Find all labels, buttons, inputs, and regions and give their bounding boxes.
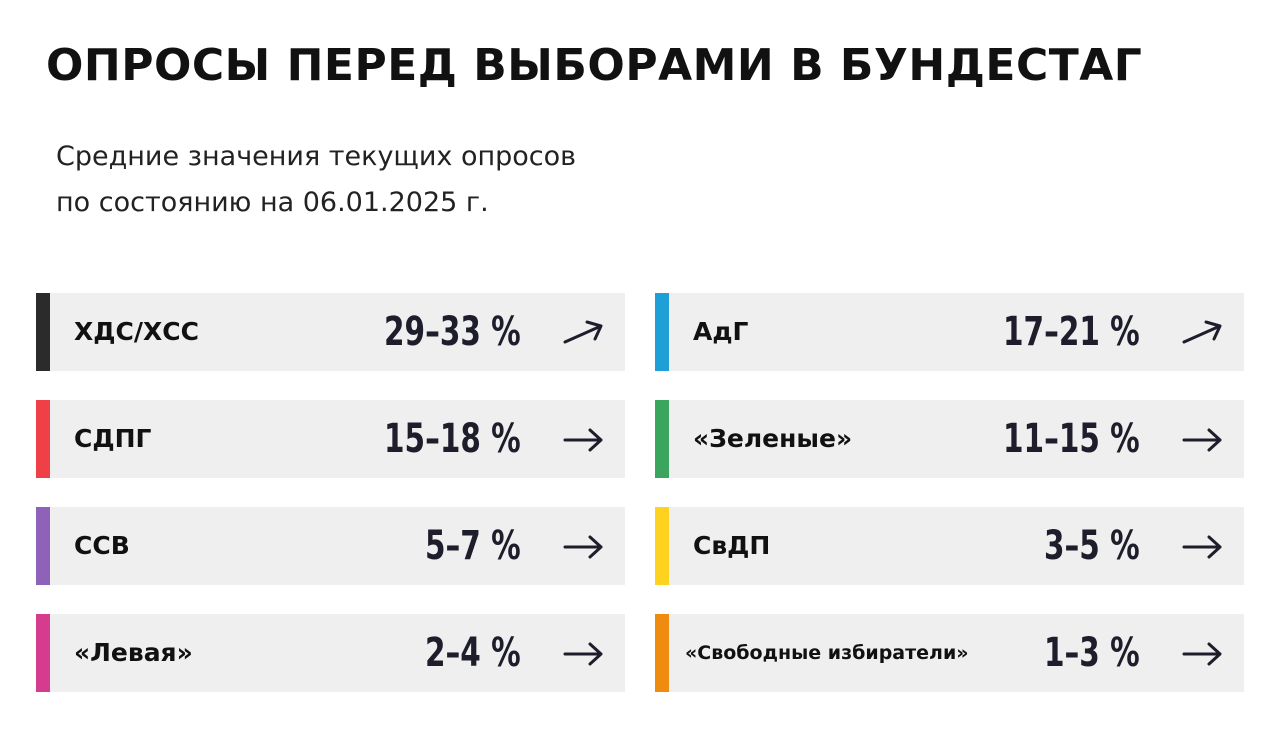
poll-range-value: 2–4 % <box>425 630 521 676</box>
arrow-right-icon <box>1182 642 1222 666</box>
poll-range-value: 11–15 % <box>1003 416 1140 462</box>
arrow-up-right-icon <box>1182 320 1222 344</box>
poll-row: СвДП 3–5 % <box>655 507 1244 585</box>
arrow-right-icon <box>563 428 603 452</box>
poll-range-value: 1–3 % <box>1044 630 1140 676</box>
poll-table: ХДС/ХСС 29–33 % АдГ 17–21 % СДПГ 15–18 % «Зеле… <box>36 293 1244 693</box>
arrow-right-icon <box>563 642 603 666</box>
party-name: СДПГ <box>74 424 152 453</box>
poll-range-value: 5–7 % <box>425 523 521 569</box>
party-name: «Зеленые» <box>693 424 853 453</box>
party-color-bar <box>655 293 669 371</box>
poll-row: СДПГ 15–18 % <box>36 400 625 478</box>
subtitle: Средние значения текущих опросов по сост… <box>56 134 576 226</box>
party-color-bar <box>655 507 669 585</box>
arrow-right-icon <box>563 535 603 559</box>
poll-row: АдГ 17–21 % <box>655 293 1244 371</box>
party-name: АдГ <box>693 317 749 346</box>
poll-range-value: 3–5 % <box>1044 523 1140 569</box>
poll-row: ССВ 5–7 % <box>36 507 625 585</box>
party-color-bar <box>655 614 669 692</box>
poll-range-value: 29–33 % <box>384 309 521 355</box>
poll-row: «Свободные избиратели» 1–3 % <box>655 614 1244 692</box>
poll-row: «Зеленые» 11–15 % <box>655 400 1244 478</box>
poll-row: ХДС/ХСС 29–33 % <box>36 293 625 371</box>
party-color-bar <box>36 293 50 371</box>
party-color-bar <box>36 507 50 585</box>
poll-range-value: 17–21 % <box>1003 309 1140 355</box>
arrow-right-icon <box>1182 535 1222 559</box>
subtitle-line-2: по состоянию на 06.01.2025 г. <box>56 187 489 218</box>
poll-row: «Левая» 2–4 % <box>36 614 625 692</box>
arrow-up-right-icon <box>563 320 603 344</box>
party-name: ХДС/ХСС <box>74 317 199 346</box>
arrow-right-icon <box>1182 428 1222 452</box>
party-name: СвДП <box>693 531 771 560</box>
party-name: «Левая» <box>74 638 193 667</box>
party-color-bar <box>36 614 50 692</box>
poll-range-value: 15–18 % <box>384 416 521 462</box>
page-title: ОПРОСЫ ПЕРЕД ВЫБОРАМИ В БУНДЕСТАГ <box>46 40 1143 91</box>
party-color-bar <box>655 400 669 478</box>
party-name: «Свободные избиратели» <box>685 642 969 664</box>
party-color-bar <box>36 400 50 478</box>
party-name: ССВ <box>74 531 130 560</box>
subtitle-line-1: Средние значения текущих опросов <box>56 141 577 172</box>
